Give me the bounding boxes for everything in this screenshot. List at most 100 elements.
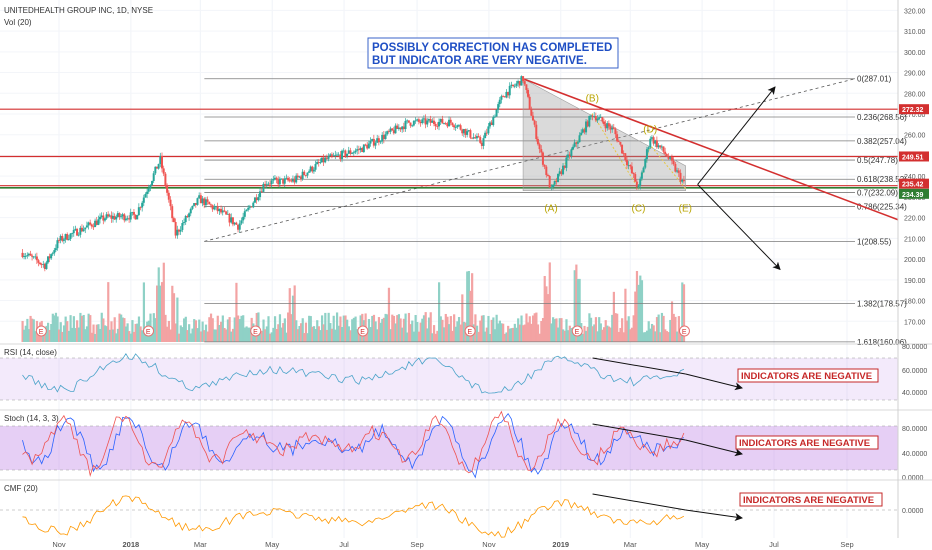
volume-bar (269, 333, 272, 342)
candle-body (273, 177, 276, 180)
volume-bar (371, 315, 374, 342)
candle-body (609, 126, 612, 130)
candle-body (265, 184, 268, 186)
volume-bar (84, 329, 87, 342)
candle-body (396, 125, 399, 129)
candle-body (676, 170, 679, 172)
candle-body (538, 144, 541, 150)
divergence-arrow (685, 373, 743, 391)
volume-bar (272, 327, 275, 342)
earnings-marker[interactable] (35, 325, 47, 337)
volume-bar (374, 321, 377, 342)
volume-bar (105, 326, 108, 342)
time-tick-label: Mar (624, 540, 637, 549)
candle-body (203, 198, 206, 206)
volume-bar (89, 315, 92, 342)
candle-body (245, 209, 248, 212)
candle-body (59, 235, 62, 241)
volume-bar (191, 328, 194, 342)
earnings-marker[interactable] (357, 325, 369, 337)
candle-body (456, 125, 459, 128)
candle-body (193, 203, 196, 206)
candle-body (386, 131, 389, 135)
candle-body (171, 206, 174, 219)
volume-bar (562, 329, 565, 342)
volume-bar (31, 318, 34, 342)
time-tick-label: Jul (769, 540, 779, 549)
volume-bar (612, 291, 615, 342)
volume-bar (72, 316, 75, 342)
candle-body (282, 178, 285, 184)
candle-body (231, 217, 234, 225)
volume-bar (196, 328, 199, 342)
volume-bar (454, 326, 457, 342)
indicator-note-box (739, 492, 883, 507)
candle-body (285, 177, 288, 179)
triangle-upper-trendline (522, 78, 899, 221)
candle-body (115, 216, 118, 220)
candle-body (339, 154, 342, 160)
volume-bar (401, 327, 404, 342)
volume-bar (160, 282, 164, 342)
candle-body (541, 152, 544, 165)
volume-bar (563, 330, 566, 342)
volume-bar (505, 332, 508, 342)
candle-body (71, 233, 74, 234)
volume-bar (186, 330, 189, 342)
candle-body (533, 120, 536, 125)
volume-bar (47, 322, 50, 342)
divergence-arrow (685, 439, 743, 457)
candle-body (588, 115, 591, 127)
volume-bar (341, 327, 344, 342)
earnings-marker[interactable] (143, 325, 155, 337)
volume-bar (295, 320, 298, 342)
volume-bar (497, 323, 500, 342)
volume-bar (314, 329, 317, 342)
volume-bar (92, 324, 95, 342)
candle-body (457, 125, 460, 127)
candle-body (606, 123, 609, 129)
volume-bar (508, 328, 511, 342)
candle-body (155, 166, 158, 169)
candle-body (434, 123, 437, 127)
time-tick-label: May (265, 540, 279, 549)
volume-bar (599, 323, 602, 342)
candle-body (669, 157, 672, 159)
candle-body (432, 120, 435, 124)
candle-body (580, 132, 583, 136)
volume-bar (300, 323, 303, 342)
volume-bar (176, 297, 179, 342)
candle-body (570, 149, 573, 156)
candle-body (451, 122, 454, 126)
candle-body (467, 130, 470, 132)
candle-body (301, 171, 304, 180)
candle-body (58, 240, 60, 241)
candle-body (196, 198, 199, 205)
candle-body (250, 206, 253, 208)
candle-body (426, 120, 429, 125)
candle-body (573, 142, 576, 147)
candle-body (43, 263, 46, 269)
volume-bar (466, 271, 469, 342)
divergence-line (592, 357, 686, 375)
candle-body (617, 141, 620, 142)
candle-body (40, 264, 43, 265)
volume-bar (216, 315, 219, 342)
earnings-marker[interactable] (678, 325, 690, 337)
candle-body (446, 123, 449, 127)
candle-body (602, 121, 605, 125)
candle-body (679, 172, 682, 182)
volume-bar (152, 313, 155, 342)
candle-body (337, 154, 340, 156)
earnings-marker[interactable] (250, 325, 262, 337)
volume-bar (181, 327, 184, 342)
candle-body (116, 213, 119, 217)
earnings-marker[interactable] (571, 325, 583, 337)
earnings-marker[interactable] (464, 325, 476, 337)
volume-bar (625, 320, 629, 342)
candle-body (677, 170, 680, 173)
volume-bar (179, 325, 182, 342)
candle-body (553, 181, 556, 185)
volume-bar (640, 280, 644, 342)
candle-body (120, 216, 123, 218)
